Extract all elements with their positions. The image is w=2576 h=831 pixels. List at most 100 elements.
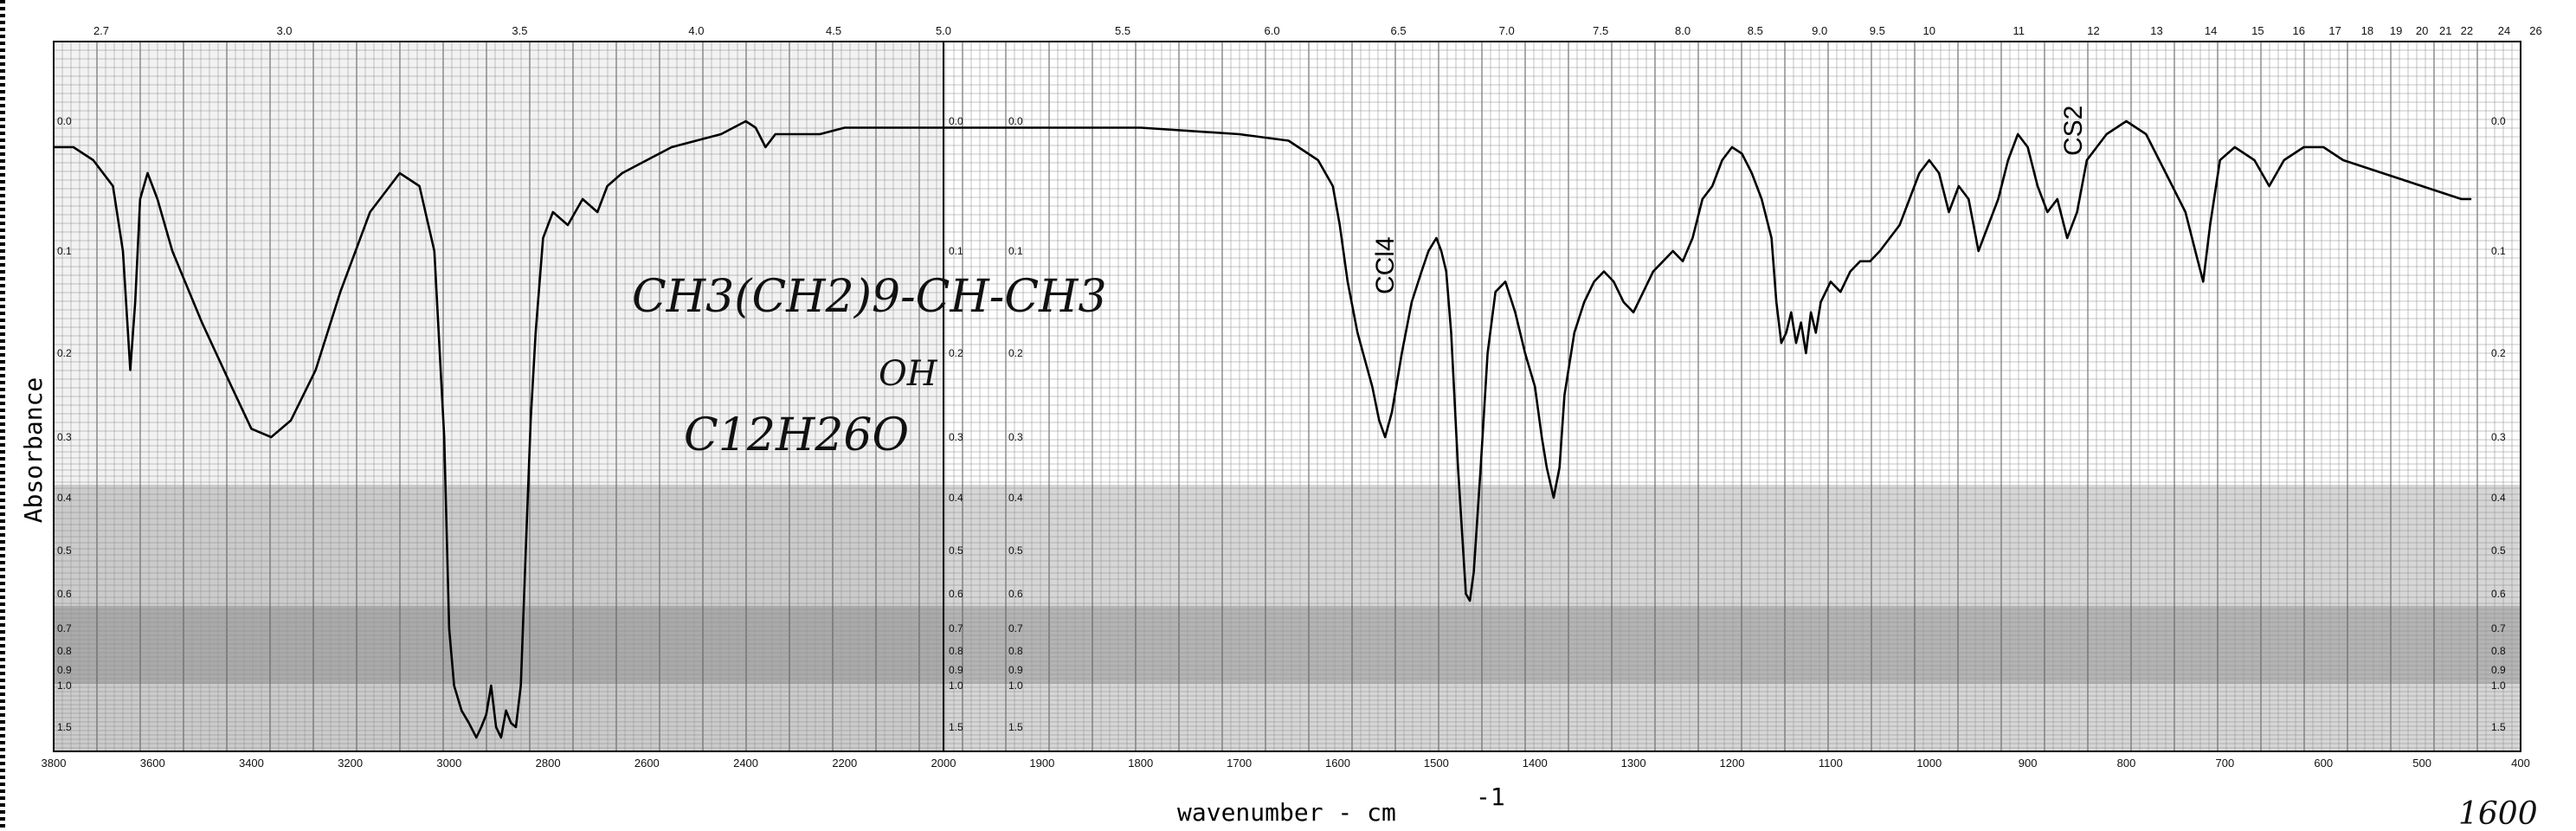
- spectrum-line: [54, 119, 2472, 739]
- bottom-tick-label: 3000: [436, 757, 461, 770]
- top-tick-label: 18: [2361, 24, 2373, 37]
- absorbance-tick-label: 0.7: [949, 622, 963, 635]
- absorbance-tick-label: 0.2: [949, 347, 963, 359]
- absorbance-tick-label: 0.5: [2491, 544, 2506, 557]
- bottom-tick-label: 2400: [733, 757, 758, 770]
- solvent-label-ccl4: CCl4: [1371, 236, 1400, 294]
- top-tick-label: 15: [2251, 24, 2264, 37]
- absorbance-tick-label: 1.5: [2491, 721, 2506, 733]
- bottom-tick-label: 3600: [140, 757, 165, 770]
- absorbance-tick-label: 0.7: [2491, 622, 2506, 635]
- handwritten-substituent: OH: [879, 354, 938, 394]
- bottom-tick-label: 1400: [1523, 757, 1548, 770]
- absorbance-tick-label: 0.3: [1008, 431, 1023, 443]
- absorbance-tick-label: 0.0: [57, 115, 72, 127]
- bottom-tick-label: 2200: [832, 757, 857, 770]
- absorbance-tick-label: 1.5: [1008, 721, 1023, 733]
- top-tick-label: 9.5: [1870, 24, 1885, 37]
- top-tick-label: 8.0: [1675, 24, 1690, 37]
- top-tick-label: 7.5: [1593, 24, 1608, 37]
- bottom-tick-label: 800: [2117, 757, 2136, 770]
- tick-labels: 3800 3600 3400 3200 3000 2800 2600 2400 2200 2000…: [42, 24, 2542, 770]
- absorbance-tick-label: 0.1: [949, 245, 963, 257]
- bottom-tick-label: 2600: [634, 757, 660, 770]
- absorbance-tick-label: 1.5: [57, 721, 72, 733]
- top-tick-label: 16: [2293, 24, 2305, 37]
- absorbance-tick-label: 0.3: [949, 431, 963, 443]
- absorbance-tick-label: 0.1: [57, 245, 72, 257]
- absorbance-tick-label: 0.7: [1008, 622, 1023, 635]
- bottom-tick-label: 3800: [42, 757, 67, 770]
- top-tick-label: 20: [2416, 24, 2428, 37]
- top-tick-label: 17: [2328, 24, 2341, 37]
- bottom-tick-label: 400: [2511, 757, 2530, 770]
- bottom-tick-label: 1300: [1621, 757, 1646, 770]
- top-tick-label: 19: [2390, 24, 2402, 37]
- absorbance-tick-label: 0.0: [2491, 115, 2506, 127]
- corner-note: 1600: [2458, 796, 2538, 831]
- top-tick-label: 8.5: [1748, 24, 1763, 37]
- top-tick-label: 4.0: [688, 24, 704, 37]
- bottom-tick-label: 1800: [1128, 757, 1153, 770]
- absorbance-tick-label: 0.4: [2491, 492, 2506, 504]
- absorbance-tick-label: 1.0: [949, 680, 963, 692]
- bottom-tick-label: 1100: [1819, 757, 1843, 770]
- top-tick-label: 3.0: [276, 24, 292, 37]
- absorbance-tick-label: 0.9: [57, 664, 72, 676]
- absorbance-tick-label: 0.5: [1008, 544, 1023, 557]
- absorbance-tick-label: 0.8: [2491, 645, 2506, 657]
- absorbance-tick-label: 1.5: [949, 721, 963, 733]
- top-tick-label: 24: [2498, 24, 2510, 37]
- top-tick-label: 21: [2439, 24, 2451, 37]
- bottom-tick-label: 900: [2019, 757, 2038, 770]
- absorbance-tick-label: 0.5: [949, 544, 963, 557]
- x-axis-title-superscript: -1: [1476, 783, 1505, 811]
- absorbance-tick-label: 0.2: [2491, 347, 2506, 359]
- bottom-tick-label: 1500: [1424, 757, 1449, 770]
- top-tick-label: 5.5: [1115, 24, 1130, 37]
- absorbance-tick-label: 0.3: [2491, 431, 2506, 443]
- absorbance-tick-label: 0.6: [949, 588, 963, 600]
- absorbance-tick-label: 0.9: [1008, 664, 1023, 676]
- solvent-label-cs2: CS2: [2059, 106, 2088, 156]
- bottom-tick-label: 600: [2314, 757, 2333, 770]
- top-tick-label: 4.5: [826, 24, 841, 37]
- plot-frame: [0, 0, 2521, 828]
- absorbance-tick-label: 0.2: [57, 347, 72, 359]
- absorbance-tick-label: 0.1: [2491, 245, 2506, 257]
- absorbance-tick-label: 0.8: [1008, 645, 1023, 657]
- absorbance-tick-label: 0.8: [57, 645, 72, 657]
- top-tick-label: 6.0: [1265, 24, 1280, 37]
- absorbance-tick-label: 0.9: [2491, 664, 2506, 676]
- y-axis-title: Absorbance: [19, 377, 48, 524]
- top-tick-label: 6.5: [1391, 24, 1407, 37]
- absorbance-tick-label: 0.4: [1008, 492, 1023, 504]
- top-tick-label: 7.0: [1499, 24, 1515, 37]
- bottom-tick-label: 1600: [1325, 757, 1350, 770]
- top-tick-label: 11: [2013, 24, 2025, 37]
- bottom-tick-label: 3200: [338, 757, 363, 770]
- absorbance-tick-label: 0.8: [949, 645, 963, 657]
- absorbance-tick-label: 0.6: [1008, 588, 1023, 600]
- top-tick-label: 9.0: [1812, 24, 1827, 37]
- top-tick-label: 10: [1923, 24, 1935, 37]
- bottom-tick-label: 1900: [1029, 757, 1054, 770]
- absorbance-tick-label: 0.6: [57, 588, 72, 600]
- bottom-tick-label: 1000: [1916, 757, 1942, 770]
- handwritten-formula: CH3(CH2)9-CH-CH3: [632, 271, 1107, 323]
- handwritten-molecular-formula: C12H26O: [684, 409, 909, 461]
- absorbance-tick-label: 0.7: [57, 622, 72, 635]
- top-tick-label: 14: [2205, 24, 2217, 37]
- top-tick-label: 2.7: [93, 24, 109, 37]
- top-tick-label: 12: [2087, 24, 2099, 37]
- absorbance-tick-label: 1.0: [57, 680, 72, 692]
- chart-grid: [53, 41, 2521, 751]
- absorbance-tick-label: 0.5: [57, 544, 72, 557]
- absorbance-tick-label: 0.4: [57, 492, 72, 504]
- absorbance-tick-label: 0.3: [57, 431, 72, 443]
- top-tick-label: 22: [2461, 24, 2473, 37]
- absorbance-tick-label: 0.4: [949, 492, 963, 504]
- absorbance-tick-label: 1.0: [1008, 680, 1023, 692]
- absorbance-tick-label: 0.9: [949, 664, 963, 676]
